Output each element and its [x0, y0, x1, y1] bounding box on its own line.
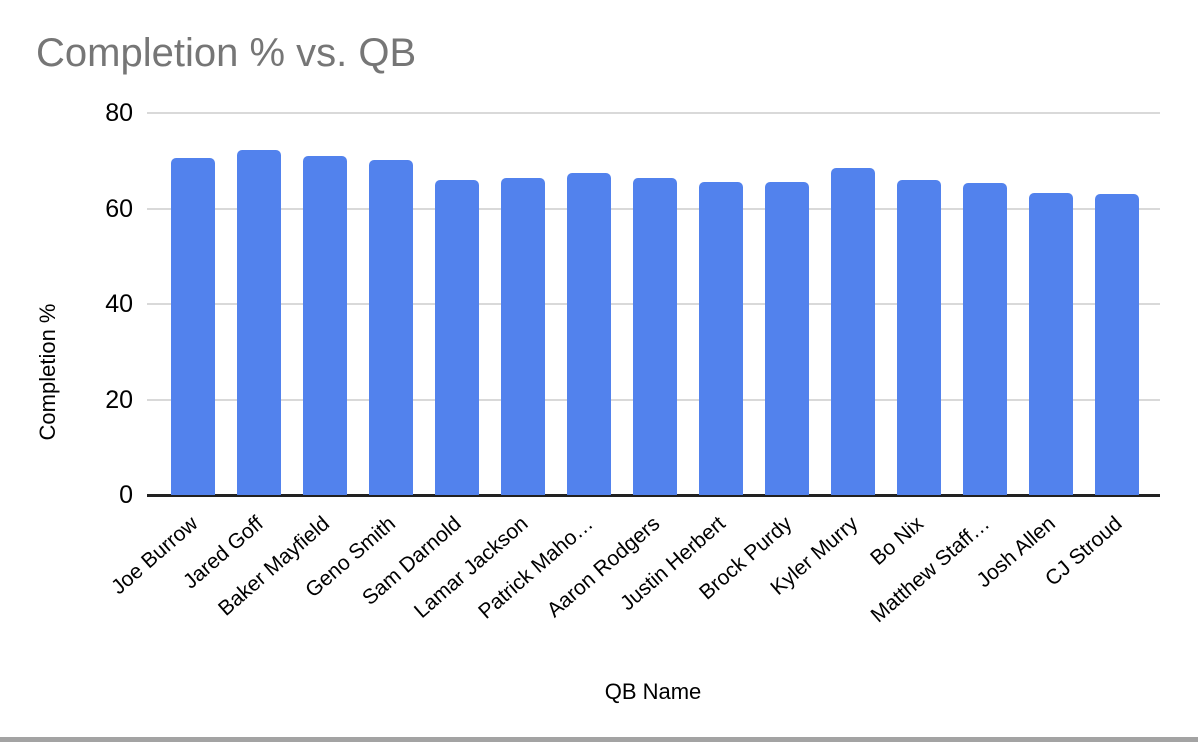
y-gridline	[147, 112, 1160, 114]
y-tick-label: 40	[105, 290, 133, 318]
y-tick-label: 0	[119, 481, 133, 509]
bar[interactable]	[633, 178, 677, 495]
bar[interactable]	[501, 178, 545, 495]
bar[interactable]	[963, 182, 1007, 495]
bar[interactable]	[897, 179, 941, 495]
bar[interactable]	[171, 158, 215, 495]
bar[interactable]	[369, 160, 413, 495]
bar[interactable]	[1029, 192, 1073, 495]
bar[interactable]	[435, 179, 479, 495]
y-tick-label: 60	[105, 194, 133, 223]
bar[interactable]	[765, 181, 809, 495]
bar[interactable]	[831, 168, 875, 495]
x-tick-label: Lamar Jackson	[409, 512, 533, 623]
y-axis-title: Completion %	[35, 303, 60, 441]
x-axis-title: QB Name	[604, 679, 702, 704]
x-tick-label: Aaron Rodgers	[542, 512, 665, 623]
y-tick-label: 20	[105, 385, 133, 414]
x-tick-label: Matthew Staff…	[866, 512, 995, 628]
window-bottom-edge	[0, 737, 1198, 742]
bar[interactable]	[303, 155, 347, 495]
y-tick-label: 80	[105, 99, 133, 127]
x-tick-label: Patrick Maho…	[474, 512, 599, 624]
bar[interactable]	[567, 172, 611, 495]
x-axis-line	[147, 494, 1160, 497]
bar[interactable]	[1095, 194, 1139, 495]
bar[interactable]	[699, 181, 743, 495]
chart-title: Completion % vs. QB	[36, 31, 417, 75]
x-tick-label: Bo Nix	[866, 512, 929, 570]
bar[interactable]	[237, 150, 281, 495]
